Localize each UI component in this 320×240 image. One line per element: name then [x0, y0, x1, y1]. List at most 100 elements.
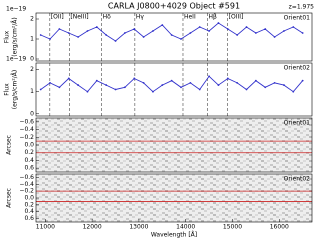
- spectrum-point: [264, 28, 267, 30]
- spectrum-point: [152, 30, 154, 32]
- emission-label: Hδ: [103, 14, 112, 21]
- y-tick-label: 2: [30, 16, 34, 23]
- spectrum-point: [170, 79, 173, 82]
- spectrum-point: [180, 38, 182, 40]
- emission-label: [OIII]: [229, 14, 244, 21]
- y-tick-label: 0.6: [24, 215, 34, 222]
- spectrum-point: [86, 30, 89, 32]
- y-tick-label: 0.4: [24, 208, 34, 215]
- x-tick-label: 14000: [176, 224, 195, 231]
- spectrum-point: [301, 32, 304, 34]
- y-tick-label: 2: [30, 66, 34, 73]
- spectrum-point: [142, 81, 145, 84]
- plot-area: [36, 63, 312, 116]
- y-tick-label: 0.0: [24, 195, 34, 202]
- spectrum-point: [301, 79, 304, 82]
- axes-frame: [35, 62, 313, 117]
- spectrum-point: [67, 77, 70, 80]
- y-tick-label: 0.2: [24, 201, 34, 208]
- spectrum-point: [189, 32, 192, 34]
- spectrum-point: [180, 86, 182, 89]
- spectrum-point: [49, 81, 51, 84]
- x-tick-label: 12000: [83, 224, 102, 231]
- y-units: (erg/s/cm²/Å): [12, 70, 19, 109]
- spectrum-point: [39, 88, 42, 91]
- spectrum-point: [95, 26, 98, 28]
- y-tick-label: 1: [30, 88, 34, 95]
- spectrum-point: [217, 84, 220, 86]
- spectrum-point: [77, 84, 80, 86]
- spectrum-point: [114, 88, 117, 91]
- axes-frame: [35, 173, 313, 223]
- spectrum-point: [208, 30, 210, 32]
- spectrum-point: [105, 84, 108, 86]
- spectrum-point: [236, 81, 239, 84]
- y-label: Flux: [4, 83, 11, 96]
- spectrum-point: [198, 88, 201, 91]
- spectrum-point: [226, 28, 229, 30]
- spectrum-point: [254, 32, 257, 34]
- y-label: Arcsec: [6, 135, 13, 155]
- spectrum-point: [208, 75, 210, 78]
- spectrum-point: [254, 79, 257, 82]
- axes-frame: [35, 117, 313, 173]
- spectrum-point: [39, 34, 42, 36]
- spectrum-point: [198, 26, 201, 28]
- y-tick-label: −0.6: [19, 174, 34, 181]
- spectrum-point: [189, 81, 192, 84]
- y-tick-label: −0.6: [19, 118, 34, 125]
- spectrum-point: [123, 32, 126, 34]
- chart-title: CARLA J0800+4029 Object #591: [108, 2, 240, 11]
- emission-label: Hγ: [136, 14, 145, 21]
- y-tick-label: 1: [30, 36, 34, 43]
- spectrum-point: [133, 77, 136, 80]
- spectrum-point: [86, 90, 89, 93]
- panel-label: Orient01: [284, 15, 311, 22]
- spectrum-point: [58, 28, 61, 30]
- spectrum-point: [292, 26, 295, 28]
- spectrum-point: [58, 86, 61, 89]
- spectrum-point: [123, 86, 126, 89]
- spectrum-point: [142, 36, 145, 38]
- spectrum-point: [245, 88, 248, 91]
- y-tick-label: 0.2: [24, 149, 34, 156]
- y-units: (erg/s/cm²/Å): [12, 17, 19, 56]
- x-tick-label: 15000: [223, 224, 242, 231]
- spectrum-point: [114, 40, 117, 42]
- panel-label: Orient02: [284, 176, 311, 183]
- spectrum-point: [273, 81, 276, 84]
- spectrum-point: [133, 28, 136, 30]
- y-label: Flux: [4, 30, 11, 43]
- spectrum-point: [292, 90, 295, 93]
- emission-label: [OII]: [51, 14, 64, 21]
- y-tick-label: 0.6: [24, 165, 34, 172]
- spectrum-point: [245, 26, 248, 28]
- y-tick-label: 0.4: [24, 157, 34, 164]
- spectrum-point: [217, 22, 220, 24]
- offset-label: 1e−19: [6, 56, 26, 63]
- y-tick-label: 0: [30, 56, 34, 63]
- spectrum-point: [49, 38, 51, 40]
- emission-label: [NeIII]: [70, 14, 88, 21]
- spectrum-point: [95, 79, 98, 82]
- y-tick-label: −0.2: [19, 134, 34, 141]
- spectrum-point: [161, 84, 164, 86]
- spectrum-point: [264, 86, 267, 89]
- offset-label: 1e−19: [6, 6, 26, 13]
- x-tick-label: 13000: [129, 224, 148, 231]
- spectrum-point: [283, 84, 285, 86]
- axes-frame: [35, 12, 313, 62]
- x-tick-label: 16000: [270, 224, 289, 231]
- emission-label: Hβ: [208, 14, 217, 21]
- y-tick-label: 0.0: [24, 142, 34, 149]
- redshift: z=1.975: [289, 4, 315, 11]
- panel-label: Orient01: [284, 120, 311, 127]
- x-tick-label: 11000: [36, 224, 55, 231]
- plot-area: [36, 13, 312, 61]
- y-tick-label: −0.4: [19, 126, 34, 133]
- spectrum-point: [236, 34, 239, 36]
- emission-label: HeII: [184, 14, 196, 21]
- spectrum-point: [283, 30, 285, 32]
- spectrum-2d: [36, 174, 312, 222]
